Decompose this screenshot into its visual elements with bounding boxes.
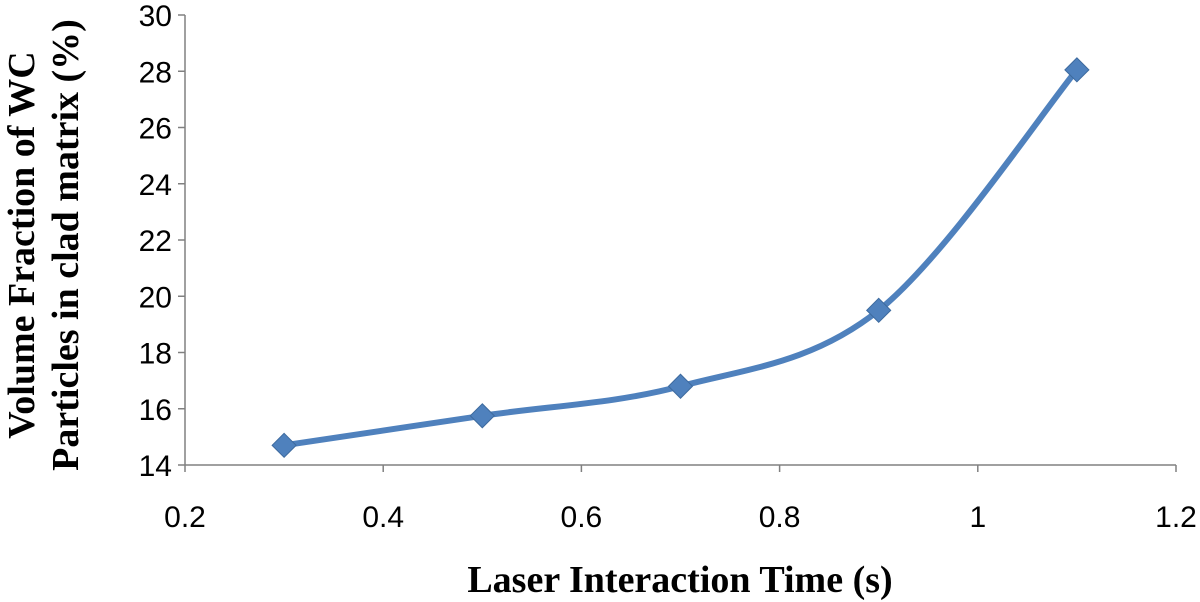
data-point-marker <box>469 403 496 429</box>
x-tick-label: 1.2 <box>1155 501 1197 534</box>
y-tick-label: 16 <box>139 394 172 427</box>
data-point-marker <box>865 297 892 324</box>
y-tick-label: 14 <box>139 450 172 483</box>
data-point-marker <box>1064 57 1090 83</box>
x-tick-label: 0.6 <box>561 501 603 534</box>
y-tick-label: 28 <box>139 56 172 89</box>
x-tick-label: 1 <box>969 501 986 534</box>
y-tick-label: 18 <box>139 338 172 371</box>
y-tick-label: 30 <box>139 0 172 33</box>
x-tick-label: 0.8 <box>759 501 801 534</box>
x-tick-label: 0.2 <box>164 501 206 534</box>
y-axis-title-line-2: Particles in clad matrix (%) <box>45 19 87 471</box>
x-axis-ticks: 0.2 0.4 0.6 0.8 1 1.2 <box>164 465 1197 534</box>
y-axis-title: Volume Fraction of WC Particles in clad … <box>1 19 87 471</box>
y-axis-ticks: 14 16 18 20 22 24 26 28 30 <box>139 0 185 483</box>
data-point-marker <box>667 373 694 399</box>
series-layer <box>271 57 1090 459</box>
x-tick-label: 0.4 <box>362 501 404 534</box>
y-tick-label: 26 <box>139 113 172 146</box>
x-axis-title: Laser Interaction Time (s) <box>467 559 892 601</box>
y-tick-label: 20 <box>139 281 172 314</box>
data-point-marker <box>271 432 297 459</box>
y-tick-label: 22 <box>139 225 172 258</box>
y-axis-title-line-1: Volume Fraction of WC <box>1 51 43 438</box>
y-tick-label: 24 <box>139 169 172 202</box>
